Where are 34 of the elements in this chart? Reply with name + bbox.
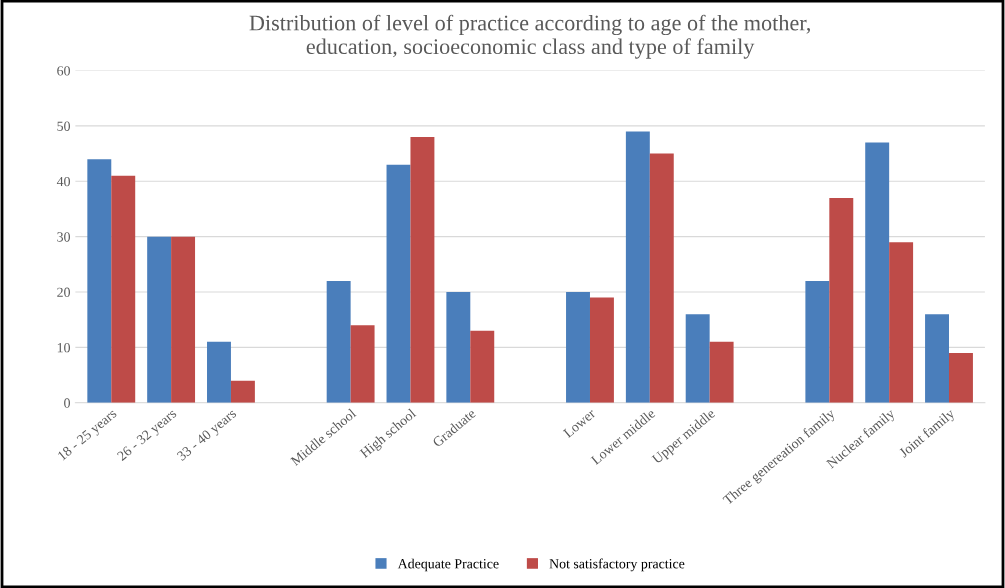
y-tick-label: 0 [64, 398, 70, 408]
bar [87, 159, 112, 403]
legend-label: Not satisfactory practice [549, 558, 685, 572]
bar [410, 137, 435, 403]
bar [925, 314, 949, 403]
bar [171, 236, 196, 403]
bar [865, 142, 890, 403]
y-tick-label: 30 [57, 232, 70, 242]
y-tick-label: 10 [57, 342, 70, 353]
bar [685, 314, 710, 403]
bar [207, 341, 231, 403]
bar [386, 164, 411, 403]
bar [230, 380, 255, 403]
bar [470, 330, 495, 403]
bar [147, 236, 172, 403]
bar [446, 292, 471, 403]
bar [625, 131, 650, 403]
chart-title: Distribution of level of practice according to age of the mother, education, socioeconomic class and type of family [249, 14, 810, 59]
legend-label: Adequate Practice [397, 558, 499, 572]
y-tick-label: 20 [57, 287, 70, 297]
y-tick-label: 40 [56, 176, 70, 187]
y-tick-label: 50 [57, 121, 70, 131]
bar [326, 280, 351, 403]
bar [949, 352, 973, 403]
bar [709, 341, 734, 403]
bar [829, 197, 854, 403]
bar [889, 242, 914, 403]
bar [589, 297, 614, 403]
bar [805, 280, 830, 403]
bar [350, 325, 375, 403]
bar [649, 153, 674, 403]
bar [111, 175, 136, 403]
y-tick-label: 60 [57, 66, 70, 76]
bar [566, 292, 590, 403]
